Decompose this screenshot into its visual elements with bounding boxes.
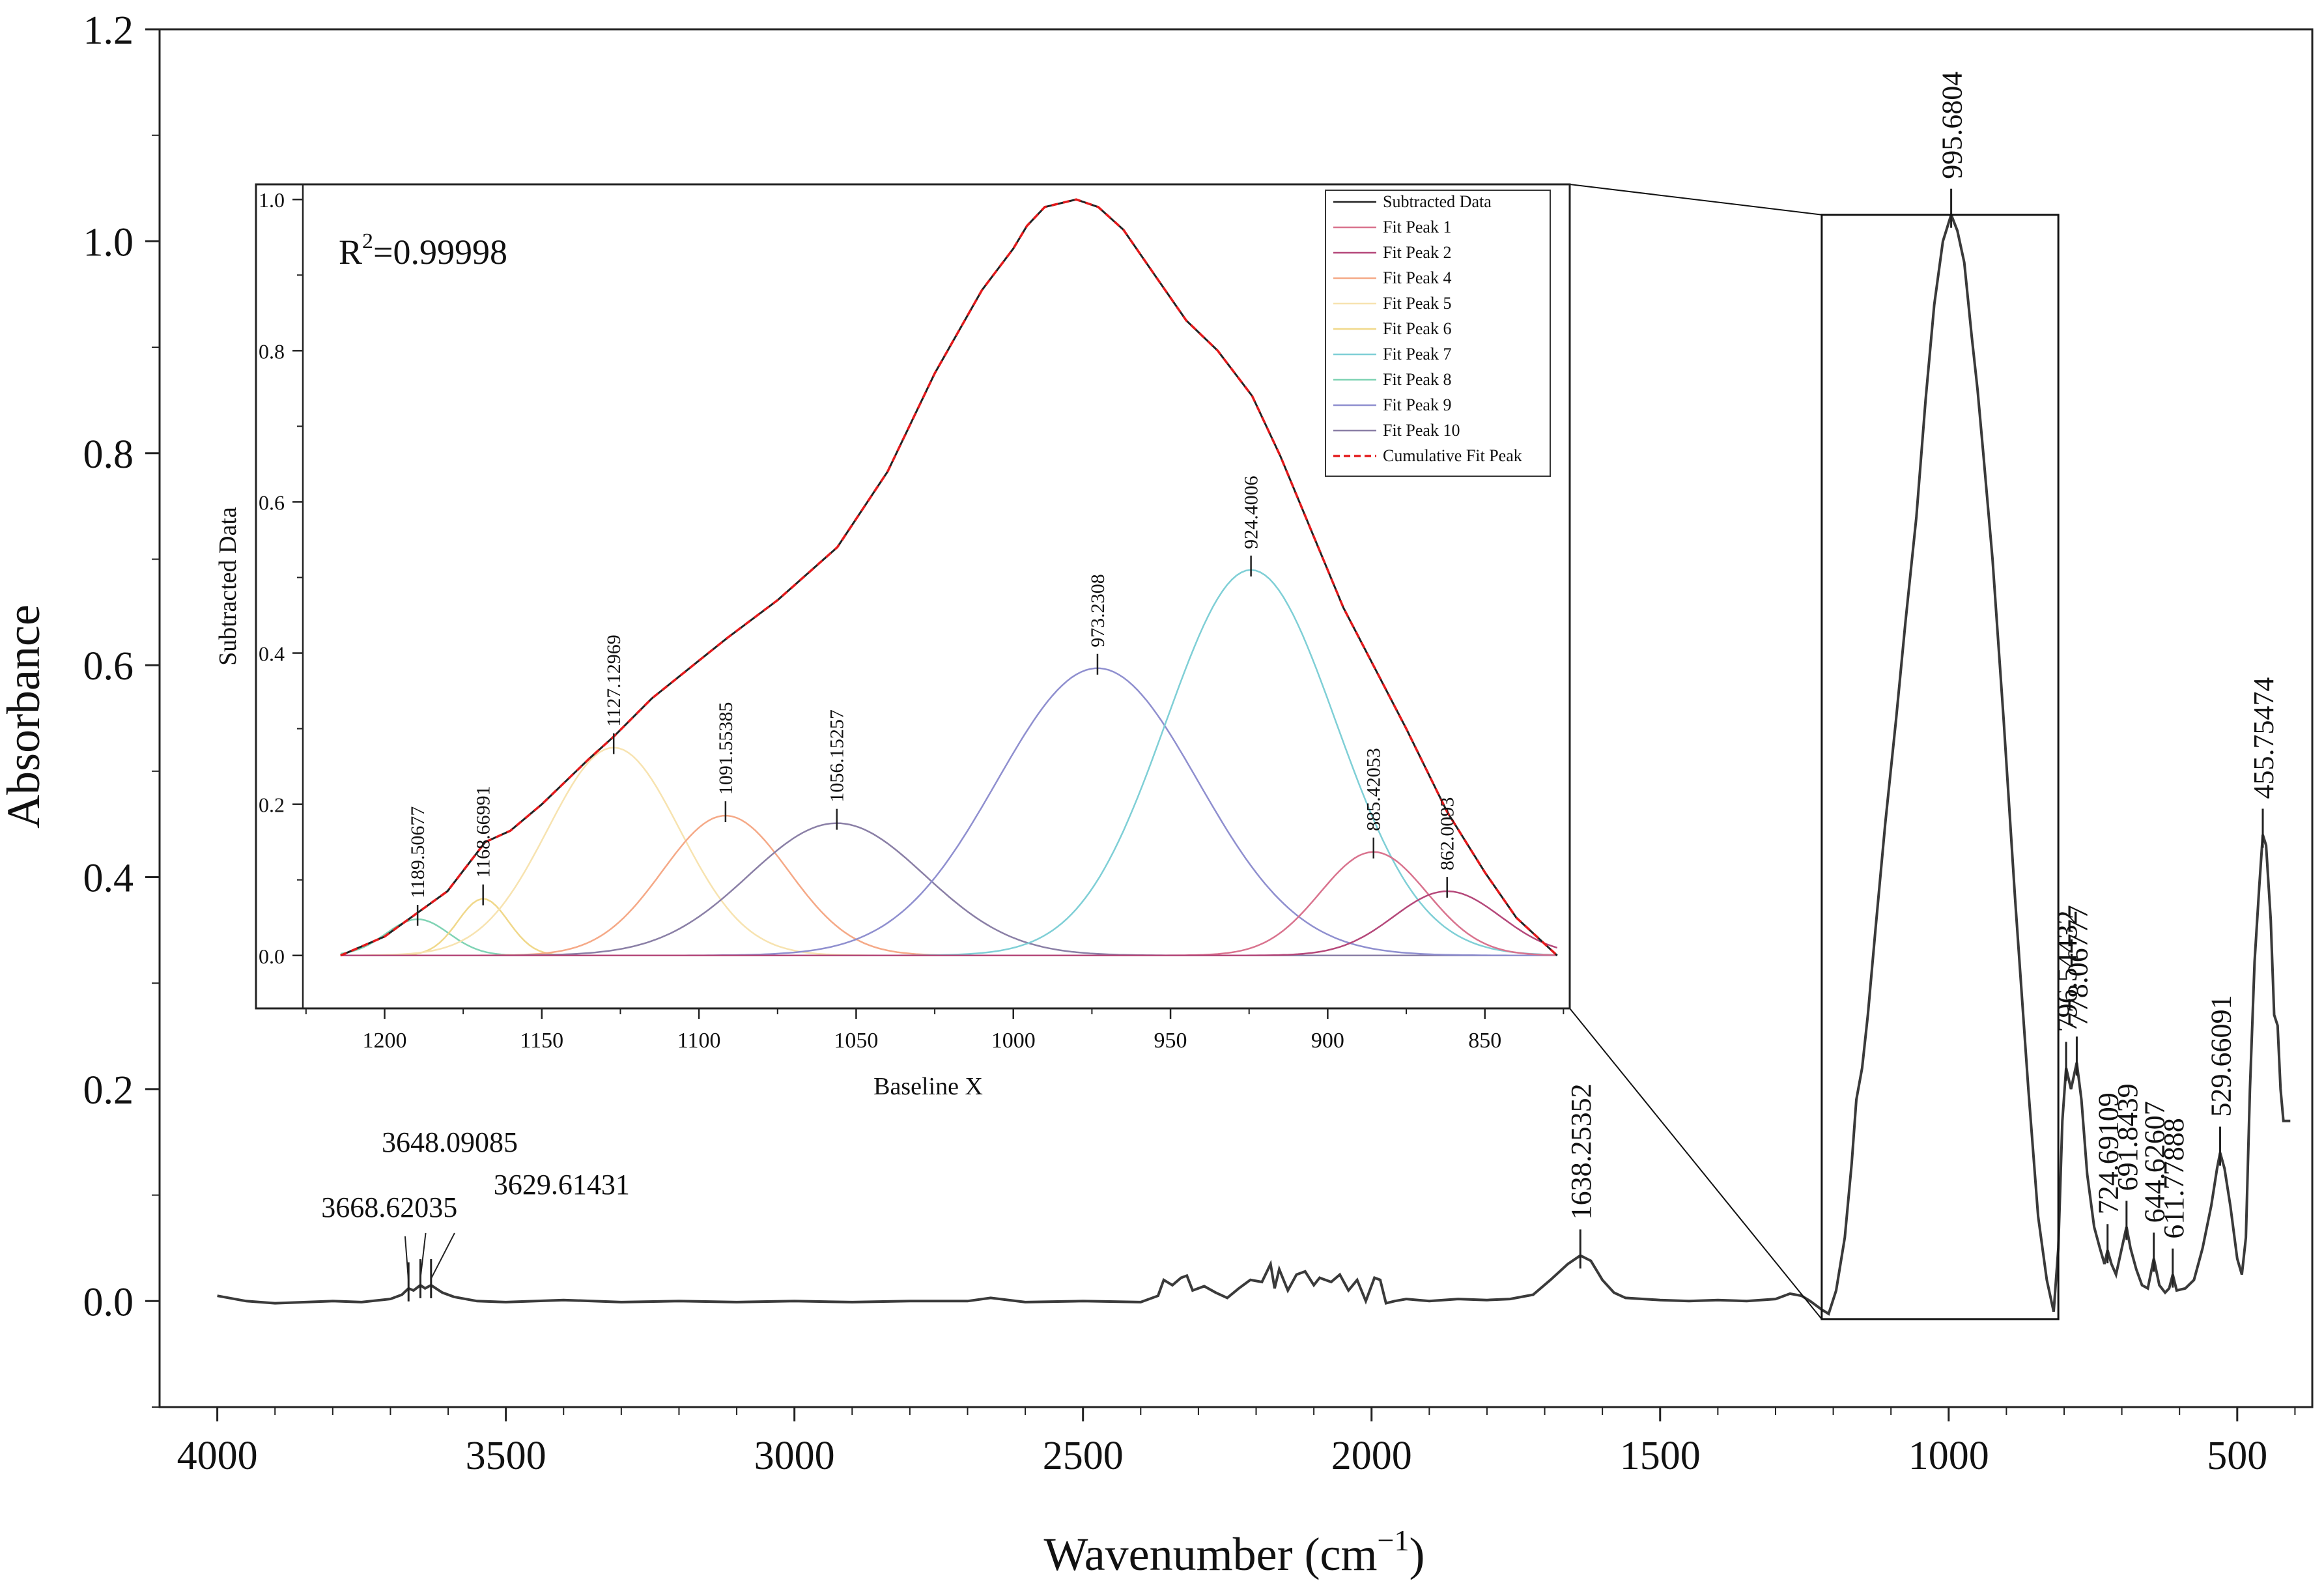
main-x-axis-label: Wavenumber (cm−1) xyxy=(1044,1524,1425,1580)
main-x-tick-label: 500 xyxy=(2207,1434,2267,1478)
main-x-axis-label-close: ) xyxy=(1409,1528,1424,1580)
main-y-tick-label: 1.0 xyxy=(83,220,134,264)
main-axis-ticks: 4000 3500 3000 2500 2000 1500 1000 500 0.0 0.2 0.4… xyxy=(83,8,2296,1478)
main-peak-label: 778.06777 xyxy=(2062,905,2093,1027)
zoom-connector-bottom xyxy=(1569,1008,1822,1320)
r-squared-sup: 2 xyxy=(362,229,373,253)
main-peak-leader xyxy=(419,1232,427,1279)
inset-axis-ticks: 1200 1150 1100 1050 1000 950 900 850 0.0 0.2 0.4 0.… xyxy=(259,188,1565,1053)
main-chart: 4000 3500 3000 2500 2000 1500 1000 500 0.0 0.2 0.4… xyxy=(0,8,2314,1580)
main-peak-label: 3629.61431 xyxy=(494,1169,630,1201)
main-plot-frame xyxy=(158,28,2314,1408)
main-peak-label: 995.6804 xyxy=(1936,72,1968,179)
main-y-tick-label: 0.4 xyxy=(83,857,134,901)
inset-x-axis-label: Baseline X xyxy=(873,1073,983,1100)
inset-x-tick-label: 900 xyxy=(1311,1029,1344,1053)
inset-peak-label: 924.4006 xyxy=(1241,476,1262,549)
main-y-tick-label: 0.0 xyxy=(83,1280,134,1324)
inset-x-tick-label: 1200 xyxy=(362,1029,406,1053)
main-x-axis-label-sup: −1 xyxy=(1378,1524,1410,1557)
legend-entry-label: Fit Peak 6 xyxy=(1383,319,1451,338)
inset-x-tick-label: 1150 xyxy=(520,1029,563,1053)
zoom-connector-top xyxy=(1569,184,1822,216)
inset-x-tick-label: 1000 xyxy=(991,1029,1036,1053)
main-x-tick-label: 1500 xyxy=(1620,1434,1701,1478)
inset-cumulative-fit-line xyxy=(340,198,1558,957)
inset-x-tick-label: 950 xyxy=(1154,1029,1187,1053)
main-peak-label: 3648.09085 xyxy=(382,1126,518,1158)
legend-entry-label: Fit Peak 4 xyxy=(1383,268,1451,287)
main-y-tick-label: 0.2 xyxy=(83,1068,134,1113)
absorbance-series-line xyxy=(217,210,2291,1316)
main-x-tick-label: 2000 xyxy=(1331,1434,1412,1478)
legend-entry-label: Fit Peak 1 xyxy=(1383,218,1451,236)
inset-peak-label: 973.2308 xyxy=(1087,574,1109,648)
main-peak-label: 691.8439 xyxy=(2112,1083,2144,1191)
main-peak-label: 724.69109 xyxy=(2093,1092,2125,1214)
main-peak-label: 455.75474 xyxy=(2248,677,2280,799)
inset-peak-label: 885.42053 xyxy=(1363,748,1385,831)
inset-x-axis-label-text: Baseline X xyxy=(873,1073,983,1100)
main-x-axis-label-text: Wavenumber (cm xyxy=(1044,1528,1378,1580)
legend-entry-label: Fit Peak 8 xyxy=(1383,370,1451,389)
zoom-region-box xyxy=(1821,214,2060,1320)
main-y-tick-label: 1.2 xyxy=(83,8,134,53)
inset-legend: Subtracted Data Fit Peak 1 Fit Peak 2 Fit P… xyxy=(1325,190,1551,477)
legend-entry-label: Fit Peak 7 xyxy=(1383,345,1451,363)
inset-y-tick-label: 0.0 xyxy=(259,945,285,968)
legend-entry-label: Fit Peak 9 xyxy=(1383,395,1451,414)
inset-x-tick-label: 850 xyxy=(1468,1029,1501,1053)
r-squared-label: R2=0.99998 xyxy=(339,229,507,272)
main-peak-label: 529.66091 xyxy=(2205,995,2237,1117)
inset-y-axis-label-text: Subtracted Data xyxy=(214,507,242,666)
inset-x-tick-label: 1050 xyxy=(834,1029,878,1053)
inset-y-tick-label: 0.6 xyxy=(259,491,285,514)
r-squared-value: =0.99998 xyxy=(373,233,507,272)
inset-chart: 1200 1150 1100 1050 1000 950 900 850 0.0 0.2 0.4 0.… xyxy=(214,183,1571,1100)
main-x-tick-label: 1000 xyxy=(1908,1434,1989,1478)
inset-peak-label: 1127.12969 xyxy=(603,634,625,726)
main-peak-label: 1638.25352 xyxy=(1565,1083,1597,1219)
main-peak-leader xyxy=(404,1236,410,1282)
main-y-axis-label: Absorbance xyxy=(0,605,50,829)
legend-entry-label: Fit Peak 10 xyxy=(1383,421,1460,440)
inset-peak-label: 862.0093 xyxy=(1437,797,1458,871)
r-squared-r: R xyxy=(339,233,362,272)
inset-y-tick-label: 0.4 xyxy=(259,642,285,666)
inset-fit-peak-line xyxy=(340,890,1558,957)
inset-y-tick-label: 0.8 xyxy=(259,339,285,363)
legend-entry-label: Cumulative Fit Peak xyxy=(1383,446,1522,465)
inset-y-tick-label: 1.0 xyxy=(259,188,285,212)
inset-peak-label: 1168.66991 xyxy=(473,786,494,877)
main-x-tick-label: 3000 xyxy=(754,1434,835,1478)
main-peak-label: 3668.62035 xyxy=(321,1191,457,1223)
main-peak-leader xyxy=(430,1232,455,1279)
main-x-tick-label: 2500 xyxy=(1043,1434,1124,1478)
inset-fit-peaks xyxy=(340,569,1558,957)
main-x-tick-label: 4000 xyxy=(177,1434,258,1478)
inset-peak-label: 1091.55385 xyxy=(715,702,737,795)
main-y-axis-label-text: Absorbance xyxy=(0,605,50,829)
main-x-tick-label: 3500 xyxy=(466,1434,546,1478)
inset-peak-labels: 1189.50677 1168.66991 1127.12969 1091.55385… xyxy=(407,476,1458,926)
inset-y-tick-label: 0.2 xyxy=(259,793,285,817)
main-peak-label: 611.77888 xyxy=(2158,1118,2190,1238)
inset-y-axis-label: Subtracted Data xyxy=(214,507,242,666)
legend-entry-label: Fit Peak 5 xyxy=(1383,294,1451,313)
main-peak-label: 796.54432 xyxy=(2051,910,2083,1032)
inset-peak-label: 1056.15257 xyxy=(827,709,848,803)
legend-frame xyxy=(1325,190,1551,477)
legend-entry-label: Subtracted Data xyxy=(1383,192,1492,211)
legend-entry-label: Fit Peak 2 xyxy=(1383,243,1451,262)
main-peak-label: 644.62607 xyxy=(2139,1101,2171,1223)
inset-x-tick-label: 1100 xyxy=(677,1029,721,1053)
inset-peak-label: 1189.50677 xyxy=(407,806,429,898)
main-y-tick-label: 0.8 xyxy=(83,433,134,477)
main-y-tick-label: 0.6 xyxy=(83,644,134,689)
